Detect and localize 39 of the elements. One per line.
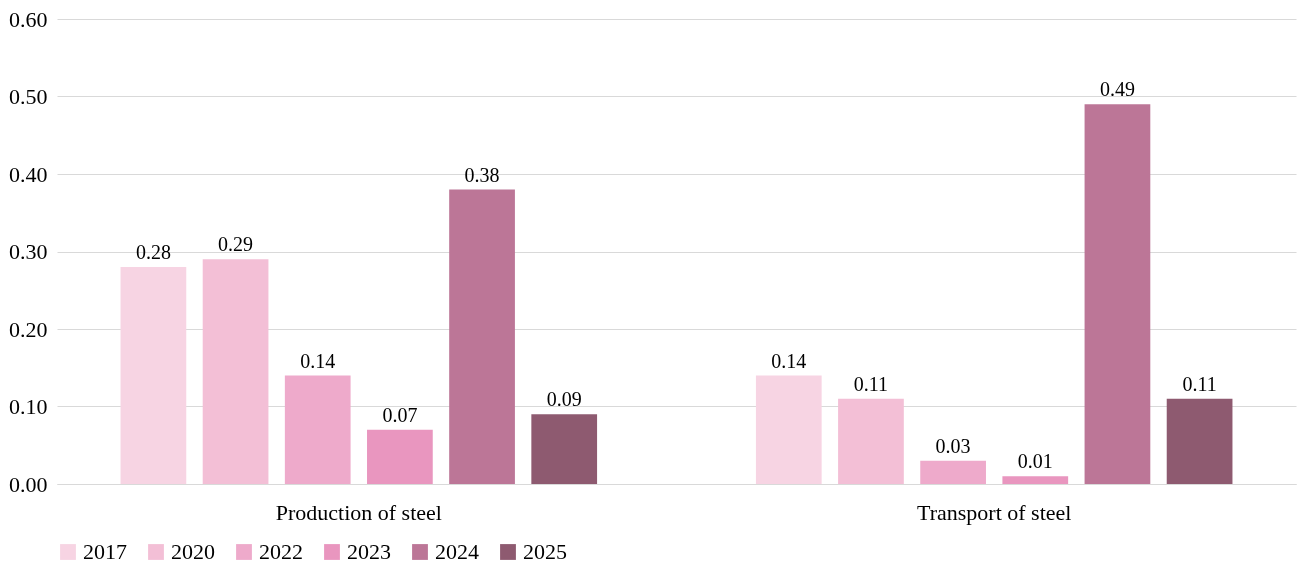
data-label: 0.49 [1099,78,1135,101]
y-tick-label: 0.00 [9,471,48,497]
y-tick-label: 0.10 [9,394,48,419]
data-label: 0.38 [464,163,500,186]
bar [755,375,822,484]
data-label: 0.14 [771,349,807,372]
bar [838,398,904,484]
legend-label: 2025 [523,539,567,564]
y-tick-label: 0.40 [9,161,48,187]
data-label: 0.11 [853,372,889,395]
data-label: 0.03 [935,434,971,457]
x-tick-label: Production of steel [275,499,442,525]
y-tick-label: 0.30 [9,239,48,264]
bar [449,189,515,484]
data-label: 0.01 [1017,450,1053,473]
bar [531,414,598,484]
bar [1166,398,1233,484]
bar [202,259,269,484]
data-label: 0.11 [1182,372,1217,395]
data-label: 0.14 [300,349,336,372]
y-tick-label: 0.20 [9,316,48,342]
bar [1084,104,1151,484]
data-label: 0.07 [382,403,418,426]
y-tick-label: 0.50 [9,84,48,109]
bar [367,429,433,484]
x-tick-label: Transport of steel [916,499,1072,525]
y-tick-label: 0.60 [9,6,48,32]
legend-label: 2024 [435,539,479,564]
data-label: 0.28 [135,241,171,263]
legend-label: 2023 [347,539,391,564]
bar [284,375,351,484]
legend-label: 2017 [83,539,127,564]
legend-label: 2020 [171,539,215,564]
bar [920,460,986,484]
data-label: 0.29 [218,233,254,256]
bar [120,267,187,484]
bar [1002,476,1069,484]
legend-label: 2022 [259,539,303,564]
data-label: 0.09 [546,388,582,411]
